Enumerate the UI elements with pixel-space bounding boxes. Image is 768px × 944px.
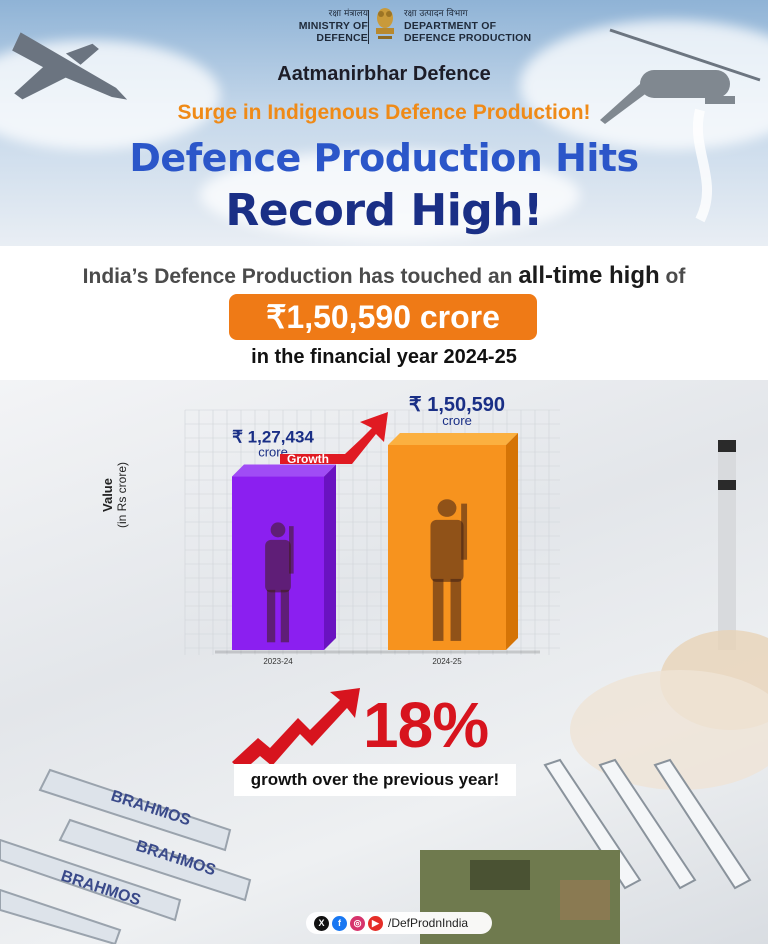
amount-badge: ₹1,50,590 crore <box>229 294 537 340</box>
header-divider <box>368 10 369 44</box>
soldier-silhouette <box>280 589 290 643</box>
production-chart: ₹ 1,27,434 crore 2023-24 ₹ 1,50,590 crore 202… <box>0 380 768 680</box>
instagram-icon[interactable]: ◎ <box>350 915 365 931</box>
growth-caption: growth over the previous year! <box>234 764 516 796</box>
ministry-en-line2: DEFENCE <box>316 32 368 44</box>
y-axis-title: Value <box>100 478 115 512</box>
headline-line2: Record High! <box>225 185 543 236</box>
soldier-silhouette <box>450 578 462 641</box>
soldier-silhouette <box>289 526 294 574</box>
summary-highlight: all-time high <box>518 262 660 289</box>
kicker-text: Aatmanirbhar Defence <box>277 63 491 85</box>
social-handle[interactable]: /DefProdnIndia <box>388 916 469 930</box>
soldier-silhouette <box>265 539 291 593</box>
summary-suffix: of <box>659 265 686 288</box>
soldier-silhouette <box>266 589 276 643</box>
bar-top-face <box>232 464 336 477</box>
x-icon[interactable]: X <box>314 915 329 931</box>
summary-prefix: India’s Defence Production has touched a… <box>82 265 519 288</box>
facebook-icon[interactable]: f <box>332 915 347 931</box>
ministry-hindi: रक्षा मंत्रालय <box>328 9 368 19</box>
department-hindi: रक्षा उत्पादन विभाग <box>404 9 468 19</box>
x-tick-label: 2024-25 <box>432 657 462 666</box>
growth-arrow-label: Growth <box>287 452 329 466</box>
growth-arrow <box>280 412 388 464</box>
government-header: रक्षा मंत्रालय MINISTRY OF DEFENCE रक्षा… <box>0 6 768 56</box>
youtube-icon[interactable]: ▶ <box>368 915 383 931</box>
social-bar[interactable]: X f ◎ ▶ /DefProdnIndia <box>306 912 492 934</box>
data-label-value: ₹ 1,50,590 <box>409 394 505 416</box>
ministry-en-line1: MINISTRY OF <box>298 20 368 32</box>
national-emblem-icon <box>376 8 394 39</box>
bar-top-face <box>388 433 518 445</box>
data-label-unit: crore <box>442 413 472 428</box>
sky-background <box>0 0 768 246</box>
department-en-line1: DEPARTMENT OF <box>404 20 497 32</box>
aircraft-illustrations <box>12 28 761 223</box>
soldier-silhouette <box>430 519 464 582</box>
soldier-silhouette <box>432 578 444 641</box>
department-en-line2: DEFENCE PRODUCTION <box>404 32 532 44</box>
decorative-hardware: BRAHMOS BRAHMOS BRAHMOS <box>0 440 768 944</box>
x-tick-label: 2023-24 <box>263 657 293 666</box>
bar-side-face <box>506 433 518 650</box>
subhead-text: Surge in Indigenous Defence Production! <box>177 101 591 124</box>
soldier-silhouette <box>461 503 468 560</box>
summary-period: in the financial year 2024-25 <box>251 346 517 368</box>
soldier-silhouette <box>270 522 286 538</box>
y-axis-label: Value (in Rs crore) <box>100 450 129 540</box>
department-block: रक्षा उत्पादन विभाग DEPARTMENT OF DEFENC… <box>404 8 531 44</box>
soldier-silhouette <box>437 499 457 517</box>
bar-side-face <box>324 464 336 650</box>
y-axis-subtitle: (in Rs crore) <box>115 462 129 529</box>
summary-sentence: India’s Defence Production has touched a… <box>0 262 768 290</box>
paper-background: BRAHMOS BRAHMOS BRAHMOS <box>0 380 768 944</box>
headline-line1: Defence Production Hits <box>129 136 639 180</box>
data-label-value: ₹ 1,27,434 <box>232 428 314 447</box>
ministry-block: रक्षा मंत्रालय MINISTRY OF DEFENCE <box>299 8 368 44</box>
growth-percent: 18% <box>363 689 489 761</box>
